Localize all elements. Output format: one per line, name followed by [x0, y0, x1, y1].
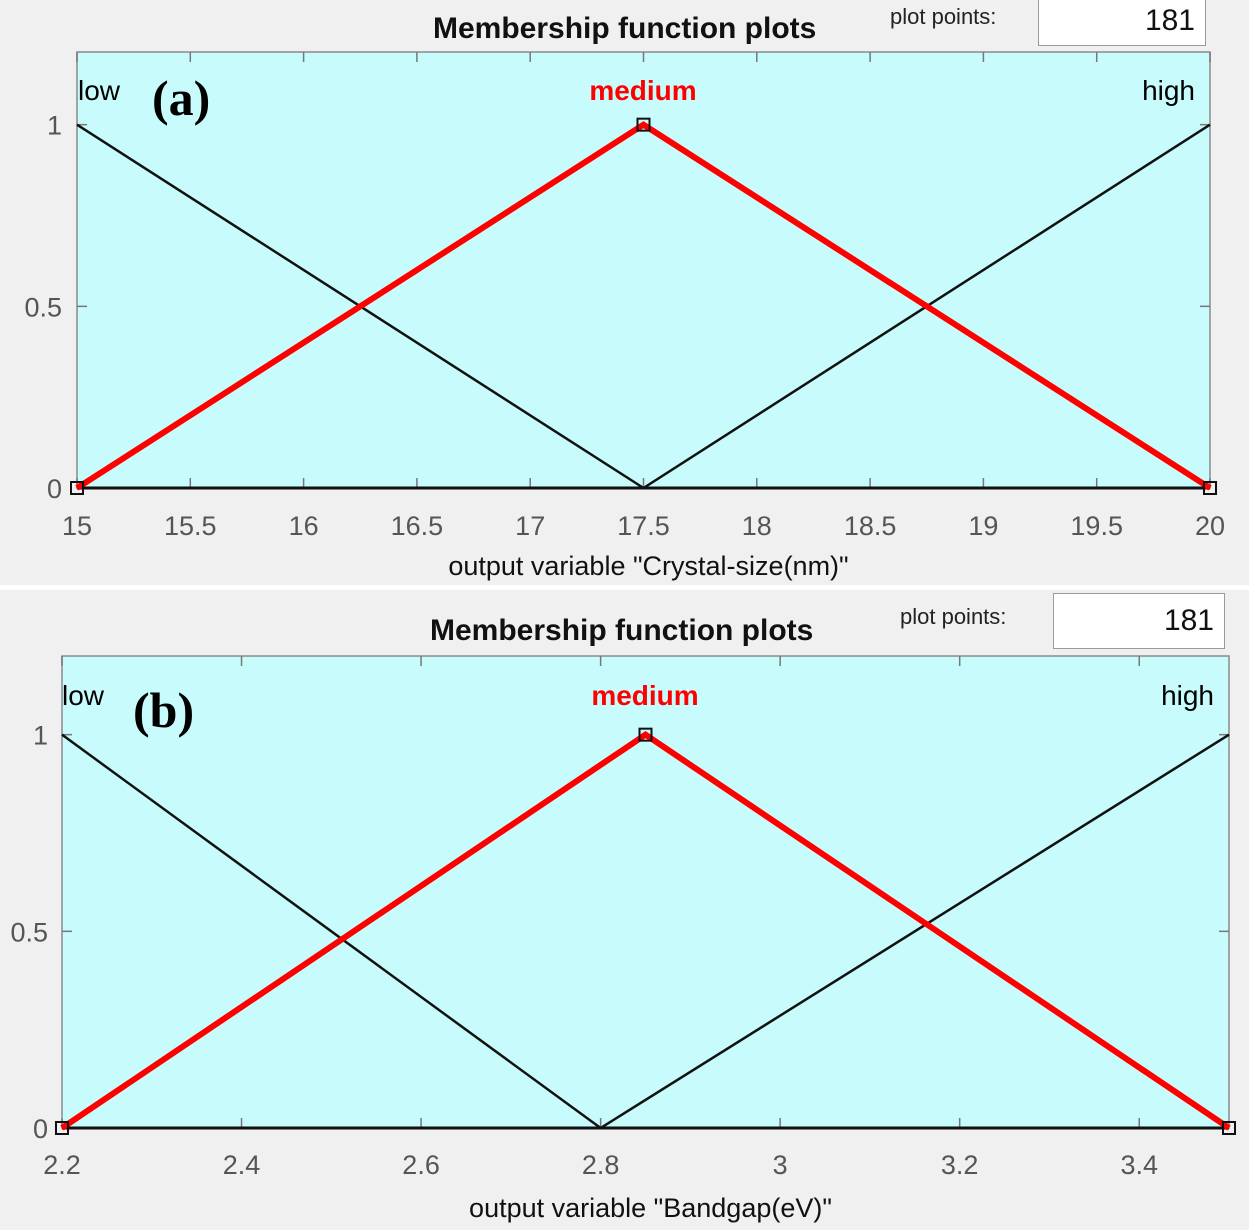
mf-line-high[interactable] — [62, 733, 1230, 1130]
x-axis-title: output variable "Bandgap(eV)" — [469, 1193, 832, 1223]
mf-vertex-handle[interactable] — [55, 1121, 69, 1135]
panel-label: (a) — [152, 70, 210, 126]
mf-label-high[interactable]: high — [1161, 680, 1214, 711]
plot-points-label: plot points: — [900, 604, 1007, 629]
y-tick-label: 0.5 — [10, 917, 48, 947]
x-tick-label: 17 — [515, 511, 545, 541]
x-tick-label: 3.4 — [1120, 1150, 1158, 1180]
mf-vertex-handle[interactable] — [1222, 1121, 1236, 1135]
x-tick-label: 19.5 — [1070, 511, 1123, 541]
x-tick-label: 18 — [742, 511, 772, 541]
mf-label-high[interactable]: high — [1142, 75, 1195, 106]
plot-points-input[interactable]: 181 — [1038, 0, 1206, 46]
mf-label-low[interactable]: low — [62, 680, 105, 711]
plot-points-input[interactable]: 181 — [1053, 593, 1225, 649]
x-tick-label: 2.8 — [582, 1150, 620, 1180]
y-tick-label: 1 — [47, 111, 62, 141]
chart-title: Membership function plots — [430, 614, 814, 647]
mf-vertex-handle[interactable] — [636, 117, 651, 132]
x-tick-label: 19 — [968, 511, 998, 541]
mf-line-high[interactable] — [77, 123, 1211, 490]
x-tick-label: 16.5 — [391, 511, 444, 541]
mf-label-medium[interactable]: medium — [589, 75, 696, 106]
x-tick-label: 15 — [62, 511, 92, 541]
x-axis-title: output variable "Crystal-size(nm)" — [448, 551, 848, 581]
mf-vertex-handle[interactable] — [638, 727, 653, 742]
plot-area[interactable] — [76, 51, 1211, 489]
y-tick-label: 0 — [33, 1114, 48, 1144]
y-tick-label: 0 — [47, 474, 62, 504]
membership-chart[interactable]: 15 15.5 16 16.5 17 17.5 18 18.5 19 19.5 20 0 0.5 1 low… — [0, 0, 1249, 585]
x-tick-label: 2.2 — [43, 1150, 81, 1180]
x-tick-label: 15.5 — [164, 511, 217, 541]
mf-label-low[interactable]: low — [78, 75, 121, 106]
x-tick-label: 2.6 — [402, 1150, 440, 1180]
x-tick-label: 18.5 — [844, 511, 897, 541]
x-tick-label: 17.5 — [617, 511, 670, 541]
x-tick-label: 3.2 — [941, 1150, 979, 1180]
x-tick-label: 16 — [289, 511, 319, 541]
membership-chart[interactable]: 2.2 2.4 2.6 2.8 3 3.2 3.4 0 0.5 1 low medium high (b)… — [0, 590, 1249, 1230]
mf-vertex-handle[interactable] — [70, 481, 84, 495]
mf-label-medium[interactable]: medium — [591, 680, 698, 711]
plot-points-label: plot points: — [890, 4, 997, 29]
x-tick-label: 2.4 — [223, 1150, 261, 1180]
y-tick-label: 0.5 — [24, 292, 62, 322]
y-tick-label: 1 — [33, 721, 48, 751]
x-tick-label: 20 — [1195, 511, 1225, 541]
x-tick-label: 3 — [773, 1150, 788, 1180]
plot-area[interactable] — [61, 655, 1230, 1129]
membership-panel-a: Membership function plots plot points: 1… — [0, 0, 1249, 585]
mf-vertex-handle[interactable] — [1203, 481, 1217, 495]
mf-line-medium[interactable] — [75, 121, 1212, 491]
mf-line-medium[interactable] — [60, 731, 1231, 1131]
chart-title: Membership function plots — [433, 12, 817, 45]
membership-panel-b: Membership function plots plot points: 1… — [0, 590, 1249, 1230]
panel-label: (b) — [133, 682, 194, 738]
